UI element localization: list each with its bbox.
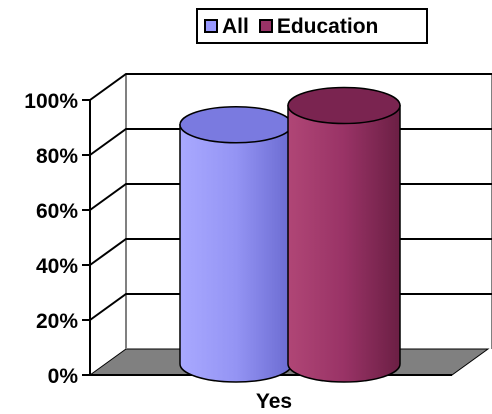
bar-top bbox=[179, 106, 293, 144]
bar-body bbox=[287, 104, 401, 383]
gridline bbox=[89, 73, 492, 101]
x-axis-labels: Yes bbox=[256, 390, 292, 413]
bar-top bbox=[287, 86, 401, 125]
y-tick-label: 0% bbox=[48, 365, 79, 388]
bar-education bbox=[287, 86, 401, 383]
legend-label-all: All bbox=[222, 14, 249, 38]
legend-item-education: Education bbox=[258, 14, 379, 38]
bar-body bbox=[179, 124, 293, 383]
legend-label-education: Education bbox=[276, 14, 379, 38]
y-tick-label: 20% bbox=[36, 310, 78, 333]
bar-all bbox=[179, 106, 293, 383]
y-tick-label: 40% bbox=[36, 255, 78, 278]
y-tick-label: 100% bbox=[24, 90, 78, 113]
x-tick-label: Yes bbox=[256, 390, 292, 413]
y-axis-ticks: 0% 20% 40% 60% 80% 100% bbox=[24, 90, 90, 388]
legend-swatch-all bbox=[204, 19, 218, 33]
bars bbox=[179, 86, 401, 383]
legend-swatch-education bbox=[258, 19, 273, 33]
y-tick-label: 60% bbox=[36, 200, 78, 223]
y-tick-label: 80% bbox=[36, 145, 78, 168]
legend-item-all: All bbox=[204, 16, 249, 37]
legend: All Education bbox=[196, 8, 428, 44]
